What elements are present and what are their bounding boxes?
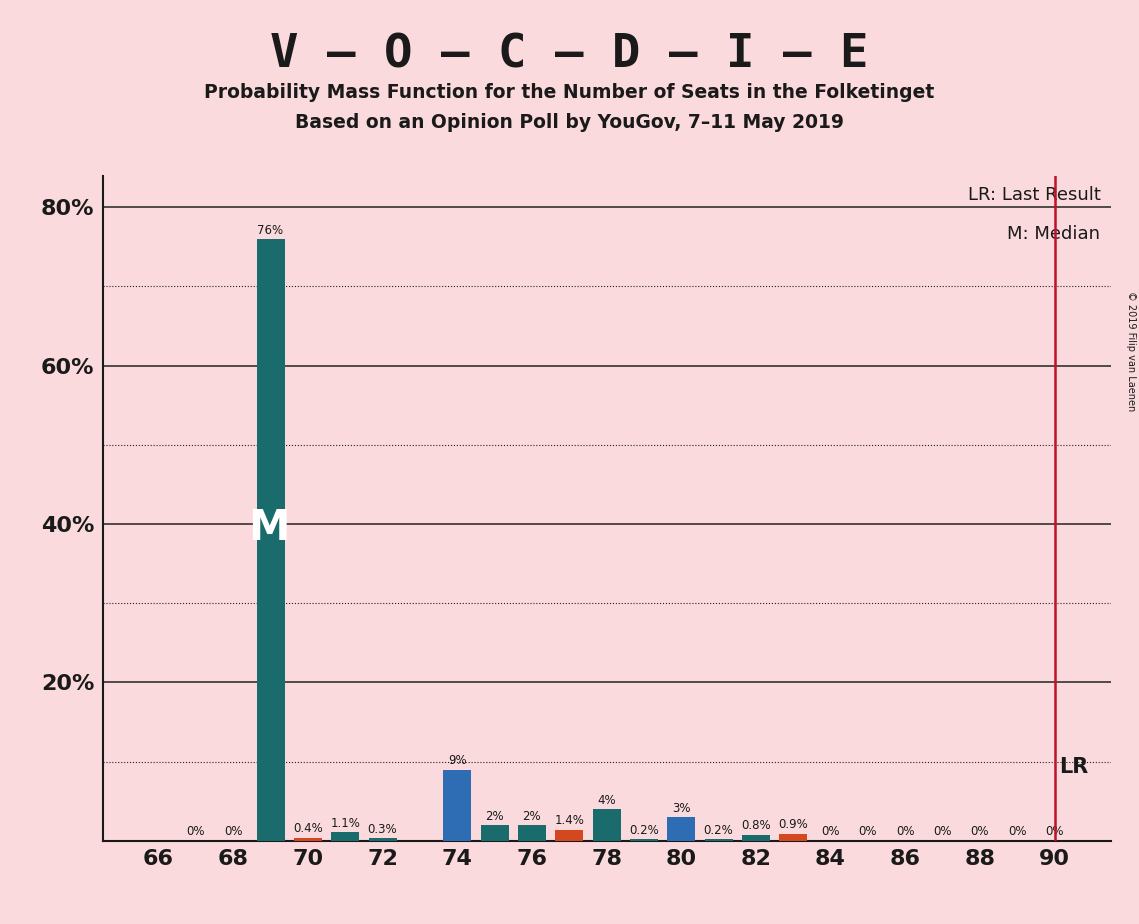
Text: 2%: 2% [485,809,503,822]
Bar [518,825,546,841]
Text: 0%: 0% [187,825,205,838]
Bar [369,838,396,841]
Bar [667,817,695,841]
Text: Based on an Opinion Poll by YouGov, 7–11 May 2019: Based on an Opinion Poll by YouGov, 7–11… [295,113,844,132]
Bar [481,825,508,841]
Text: 0.8%: 0.8% [741,820,771,833]
Text: 0%: 0% [224,825,243,838]
Bar [256,239,285,841]
Text: 3%: 3% [672,802,690,815]
Text: 0.2%: 0.2% [629,824,658,837]
Bar [331,833,359,841]
Text: 0.3%: 0.3% [368,823,398,836]
Text: 9%: 9% [448,754,467,767]
Text: 1.1%: 1.1% [330,817,360,830]
Text: 0%: 0% [896,825,915,838]
Text: 0%: 0% [1046,825,1064,838]
Text: 0%: 0% [1008,825,1026,838]
Text: M: Median: M: Median [1007,225,1100,243]
Text: © 2019 Filip van Laenen: © 2019 Filip van Laenen [1126,291,1136,411]
Text: LR: LR [1059,757,1088,777]
Bar [443,770,472,841]
Text: 0%: 0% [859,825,877,838]
Bar [705,839,732,841]
Text: 0.4%: 0.4% [293,822,322,835]
Text: Probability Mass Function for the Number of Seats in the Folketinget: Probability Mass Function for the Number… [204,83,935,103]
Text: M: M [248,507,289,549]
Bar [630,839,658,841]
Text: 0.9%: 0.9% [778,819,808,832]
Text: 0%: 0% [933,825,952,838]
Text: 4%: 4% [597,794,616,807]
Bar [555,830,583,841]
Bar [779,833,808,841]
Text: 2%: 2% [523,809,541,822]
Bar [592,809,621,841]
Text: 0%: 0% [970,825,989,838]
Bar [294,838,322,841]
Text: LR: Last Result: LR: Last Result [967,186,1100,203]
Text: 0%: 0% [821,825,839,838]
Text: 1.4%: 1.4% [555,814,584,827]
Text: 76%: 76% [257,224,284,237]
Text: V – O – C – D – I – E: V – O – C – D – I – E [270,32,869,78]
Bar [741,834,770,841]
Text: 0.2%: 0.2% [704,824,734,837]
